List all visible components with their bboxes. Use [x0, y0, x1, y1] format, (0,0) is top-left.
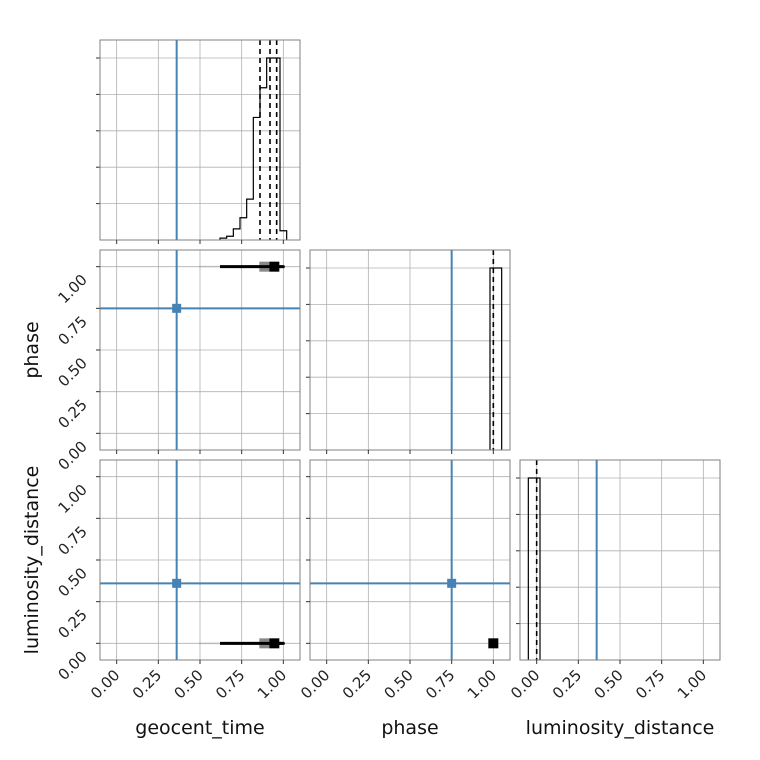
- panel-content-2-2: [520, 460, 720, 660]
- sample-point: [209, 265, 214, 269]
- y-axis-label-phase: phase: [21, 321, 43, 378]
- y-tick-label: 0.50: [54, 354, 90, 390]
- y-tick-label: 0.00: [54, 647, 90, 683]
- y-tick-label: 1.00: [54, 481, 90, 517]
- x-tick-label: 0.00: [87, 666, 123, 702]
- y-tick-label: 0.75: [54, 312, 90, 348]
- truth-marker: [172, 578, 182, 588]
- x-tick-label: 0.50: [590, 666, 626, 702]
- x-tick-label: 0.75: [212, 666, 248, 702]
- x-axis-label-phase: phase: [381, 717, 438, 739]
- density-bin-peak: [488, 638, 499, 649]
- truth-marker: [172, 303, 182, 313]
- sample-point: [212, 265, 216, 269]
- x-tick-label: 0.75: [422, 666, 458, 702]
- x-tick-label: 1.00: [464, 666, 500, 702]
- y-tick-label: 0.25: [54, 396, 90, 432]
- x-axis-label-luminosity_distance: luminosity_distance: [526, 717, 715, 739]
- panel-phase-vs-geocent_time: [96, 249, 301, 454]
- panel-luminosity_distance-vs-geocent_time: [96, 459, 301, 664]
- histogram-luminosity_distance: [527, 477, 541, 660]
- panel-luminosity_distance-vs-luminosity_distance: [516, 459, 721, 664]
- panel-content-1-0: [100, 250, 300, 450]
- x-tick-label: 1.00: [674, 666, 710, 702]
- panel-luminosity_distance-vs-phase: [306, 459, 511, 664]
- sample-point: [215, 641, 219, 645]
- histogram-geocent_time: [219, 57, 288, 240]
- x-tick-label: 0.25: [339, 666, 375, 702]
- y-tick-label: 0.00: [54, 437, 90, 473]
- y-tick-label: 0.25: [54, 606, 90, 642]
- panel-geocent_time-vs-geocent_time: [96, 39, 301, 244]
- x-tick-label: 0.50: [380, 666, 416, 702]
- x-tick-label: 0.75: [632, 666, 668, 702]
- sample-point: [201, 641, 205, 645]
- x-tick-label: 0.00: [507, 666, 543, 702]
- x-tick-label: 0.00: [297, 666, 333, 702]
- sample-point: [207, 641, 211, 645]
- sample-point: [204, 265, 208, 269]
- sample-point: [207, 265, 211, 269]
- x-tick-label: 0.50: [170, 666, 206, 702]
- x-tick-label: 0.25: [549, 666, 585, 702]
- panel-content-1-1: [310, 250, 510, 450]
- sample-point: [212, 641, 216, 645]
- x-tick-label: 1.00: [254, 666, 290, 702]
- panel-phase-vs-phase: [306, 249, 511, 454]
- y-tick-label: 0.50: [54, 564, 90, 600]
- x-axis-label-geocent_time: geocent_time: [135, 717, 264, 739]
- sample-point: [215, 265, 219, 269]
- histogram-phase: [489, 267, 503, 450]
- panel-content-0-0: [100, 40, 300, 240]
- truth-marker: [447, 578, 457, 588]
- sample-point: [201, 265, 205, 269]
- sample-point: [198, 641, 202, 645]
- y-axis-label-luminosity_distance: luminosity_distance: [21, 466, 43, 655]
- y-tick-label: 1.00: [54, 271, 90, 307]
- x-tick-label: 0.25: [129, 666, 165, 702]
- y-tick-label: 0.75: [54, 522, 90, 558]
- sample-point: [209, 641, 214, 645]
- sample-point: [198, 265, 202, 269]
- panel-content-2-0: [100, 460, 300, 660]
- sample-point: [204, 641, 208, 645]
- panel-content-2-1: [310, 460, 510, 660]
